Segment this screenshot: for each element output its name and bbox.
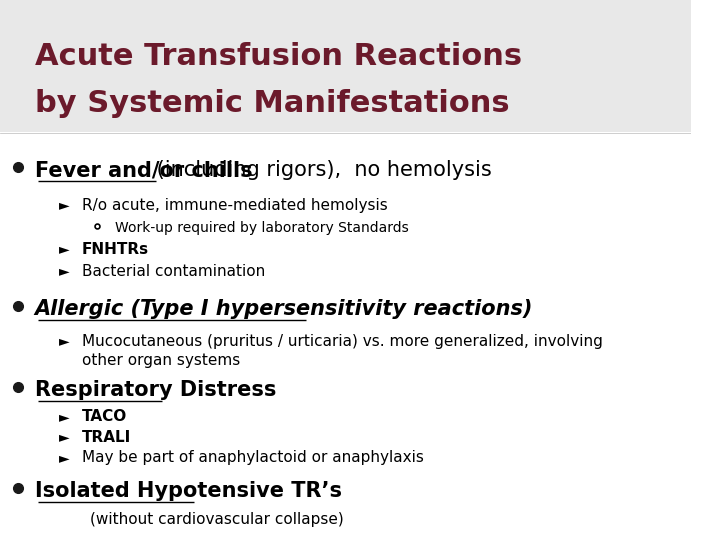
Text: FNHTRs: FNHTRs [81, 242, 149, 257]
FancyBboxPatch shape [0, 0, 691, 132]
Text: by Systemic Manifestations: by Systemic Manifestations [35, 89, 509, 118]
Text: Allergic (Type I hypersensitivity reactions): Allergic (Type I hypersensitivity reacti… [35, 299, 533, 319]
Text: Mucocutaneous (pruritus / urticaria) vs. more generalized, involving: Mucocutaneous (pruritus / urticaria) vs.… [81, 334, 603, 349]
Text: Work-up required by laboratory Standards: Work-up required by laboratory Standards [115, 221, 409, 235]
Text: Isolated Hypotensive TR’s: Isolated Hypotensive TR’s [35, 481, 341, 502]
Text: ►: ► [59, 264, 69, 278]
Text: TRALI: TRALI [81, 430, 131, 445]
Text: (including rigors),  no hemolysis: (including rigors), no hemolysis [150, 160, 492, 180]
Text: (without cardiovascular collapse): (without cardiovascular collapse) [90, 512, 343, 527]
Text: Bacterial contamination: Bacterial contamination [81, 264, 265, 279]
Text: ►: ► [59, 451, 69, 465]
Text: Respiratory Distress: Respiratory Distress [35, 380, 276, 400]
Text: ►: ► [59, 334, 69, 348]
Text: TACO: TACO [81, 409, 127, 424]
Text: R/o acute, immune-mediated hemolysis: R/o acute, immune-mediated hemolysis [81, 198, 387, 213]
Text: ►: ► [59, 430, 69, 444]
Text: ►: ► [59, 198, 69, 212]
Text: Acute Transfusion Reactions: Acute Transfusion Reactions [35, 42, 522, 71]
Text: ►: ► [59, 410, 69, 424]
Text: Fever and/or chills: Fever and/or chills [35, 160, 252, 180]
Text: May be part of anaphylactoid or anaphylaxis: May be part of anaphylactoid or anaphyla… [81, 450, 423, 465]
Text: other organ systems: other organ systems [81, 353, 240, 368]
Text: ►: ► [59, 242, 69, 256]
